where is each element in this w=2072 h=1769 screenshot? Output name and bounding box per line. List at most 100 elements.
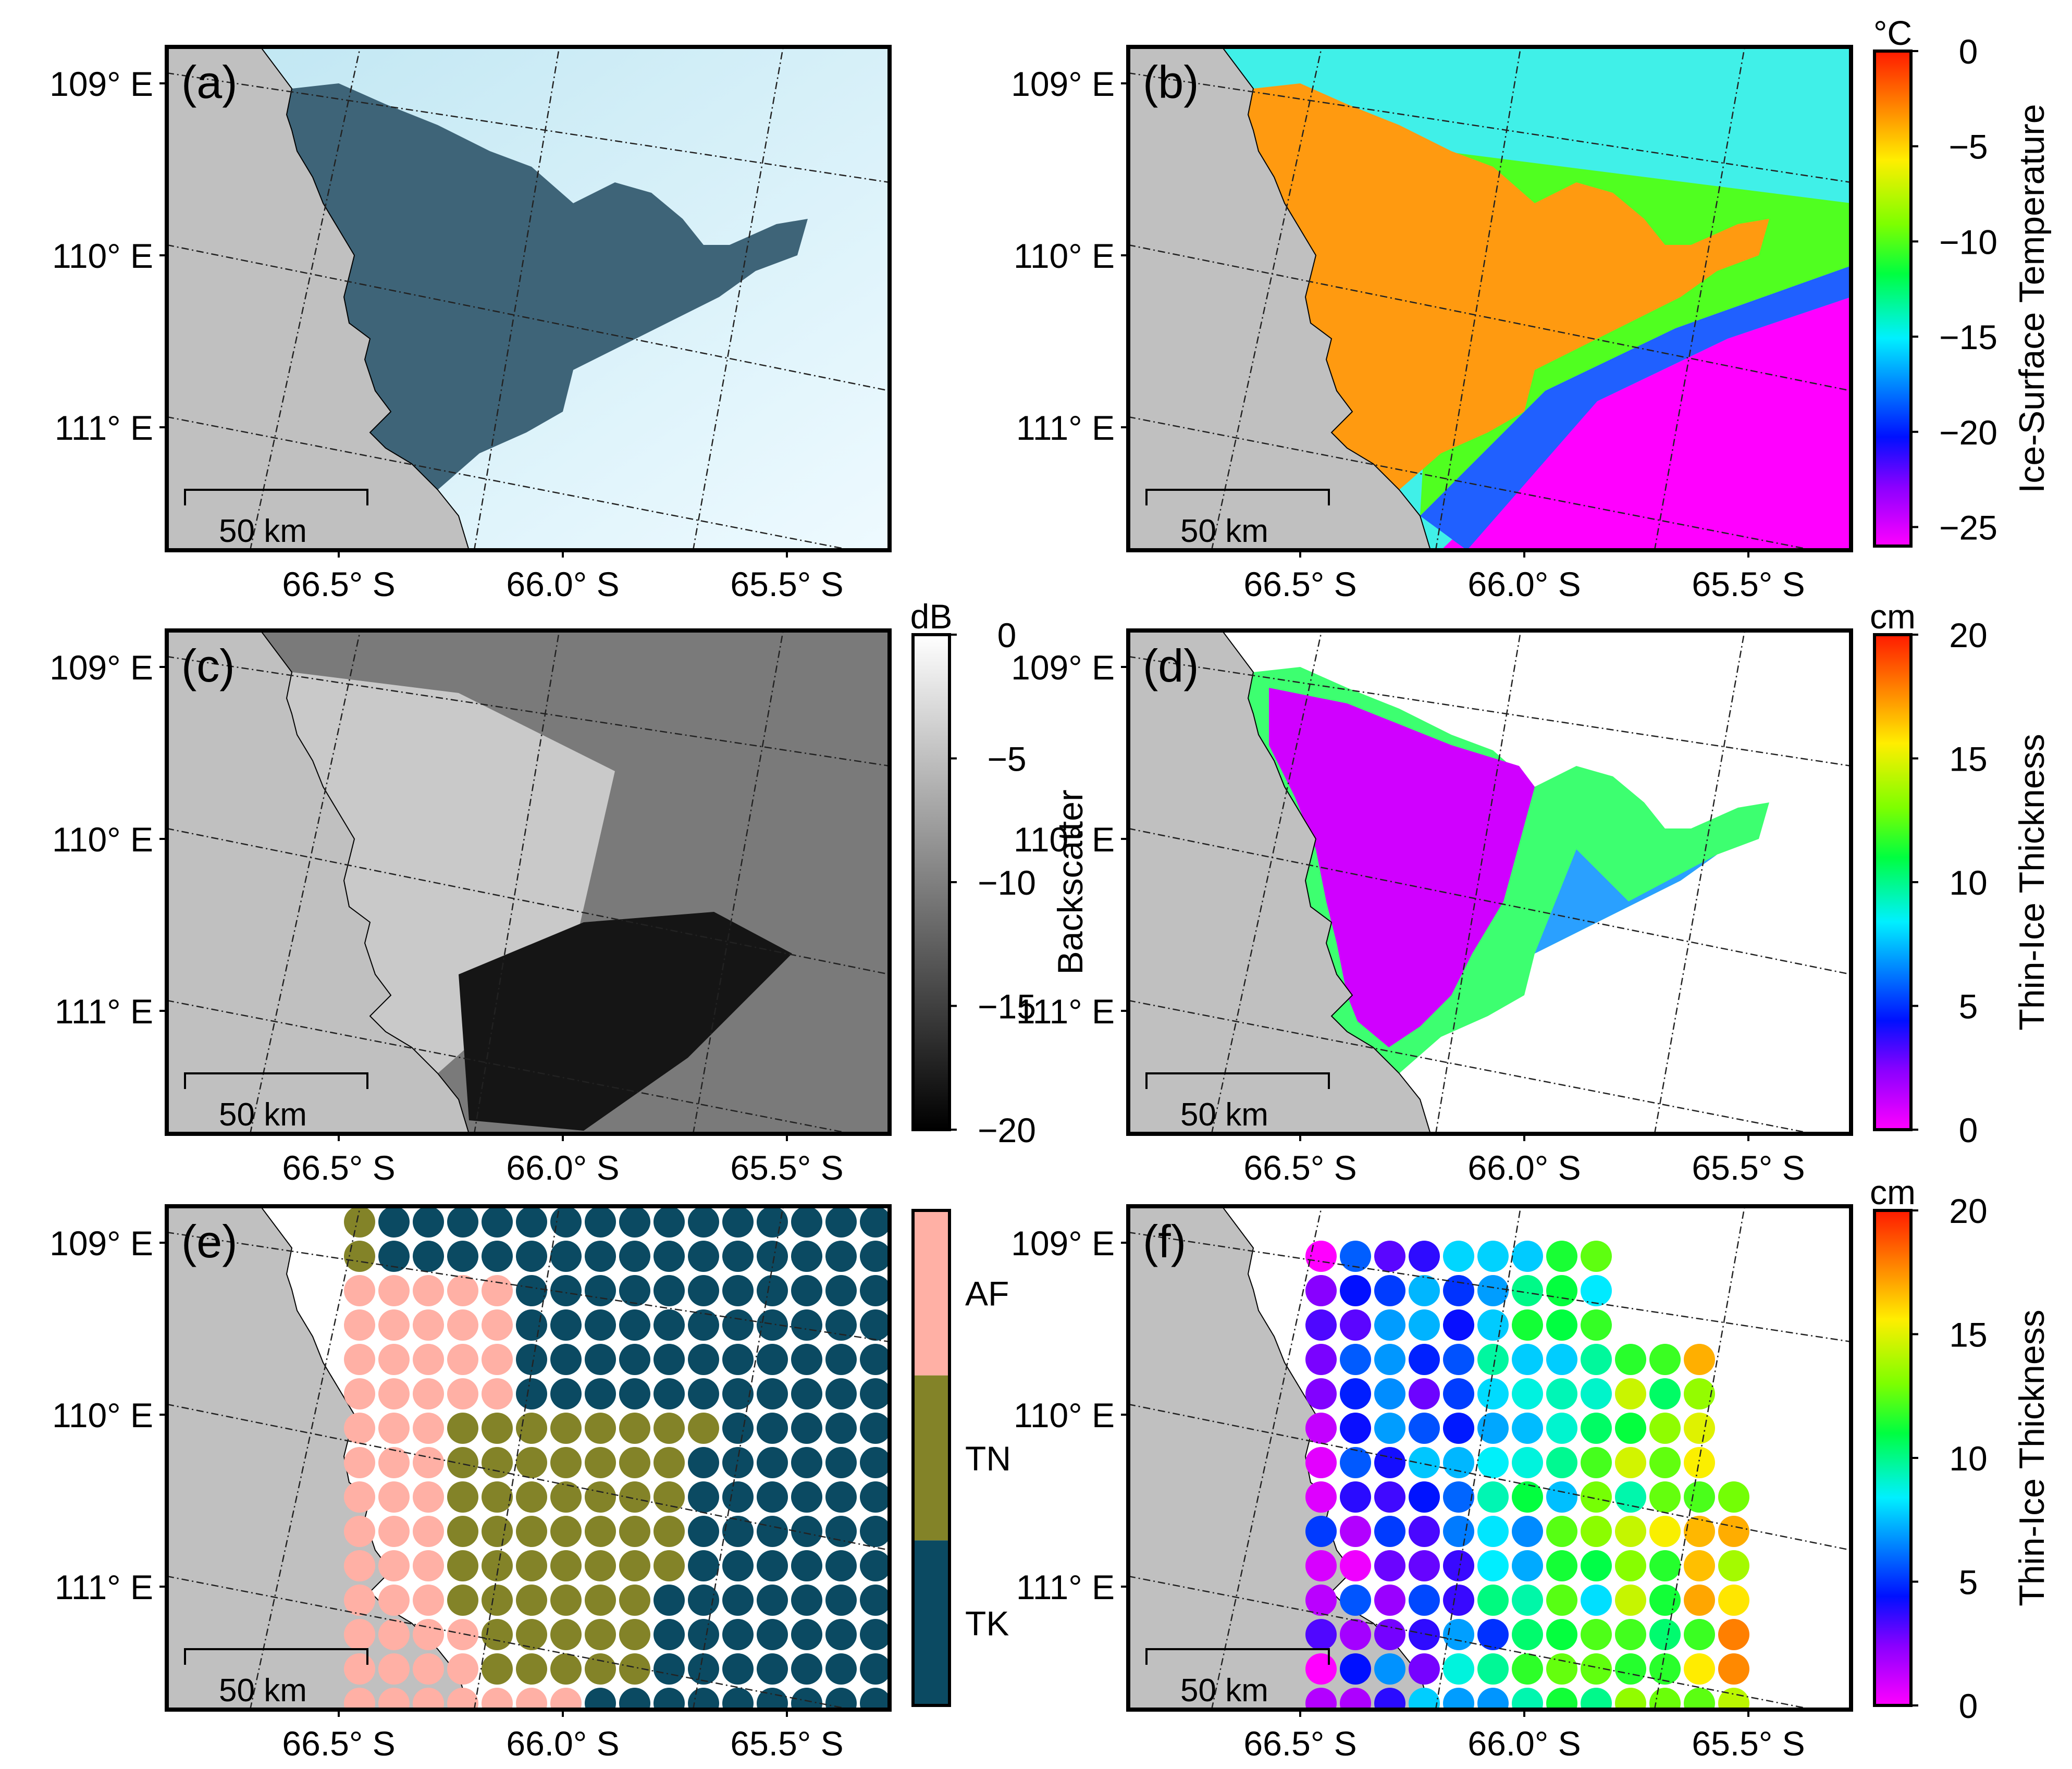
thickness-point (1581, 1688, 1612, 1710)
class-point (585, 1585, 616, 1616)
thickness-point (1374, 1309, 1405, 1341)
thickness-point (1477, 1241, 1509, 1272)
thickness-point (1477, 1619, 1509, 1650)
class-point (447, 1447, 478, 1478)
class-point (791, 1206, 822, 1238)
class-point (688, 1688, 719, 1710)
class-point (653, 1309, 685, 1341)
sample-points (344, 1206, 1063, 1710)
colorbar-tick-label: −20 (978, 1111, 1036, 1149)
class-point (825, 1344, 857, 1375)
thickness-point (1615, 1344, 1646, 1375)
graticule-line (249, 630, 361, 1134)
scale-bar-label: 50 km (219, 1673, 307, 1709)
class-point (825, 1413, 857, 1444)
thickness-point (1443, 1241, 1474, 1272)
thickness-point (1477, 1653, 1509, 1685)
thickness-point (1512, 1585, 1543, 1616)
panel-frame (165, 1204, 892, 1712)
class-point (447, 1550, 478, 1581)
class-point (378, 1550, 410, 1581)
x-tick-label: 66.5° S (282, 565, 395, 603)
class-point (688, 1653, 719, 1685)
class-legend-swatch (913, 1375, 949, 1541)
class-point (344, 1275, 375, 1306)
class-point (963, 1481, 994, 1513)
graticule-line (692, 1206, 784, 1710)
thickness-point (1340, 1653, 1371, 1685)
colorbar-title: Backscatter (1051, 789, 1090, 974)
thickness-point (1374, 1550, 1405, 1581)
class-point (482, 1619, 513, 1650)
x-tick-label: 65.5° S (1692, 1724, 1805, 1763)
x-tick-label: 65.5° S (1692, 565, 1805, 603)
class-point (413, 1688, 444, 1710)
y-tick-label: 109° E (50, 648, 153, 687)
class-point (619, 1309, 650, 1341)
thickness-point (1512, 1550, 1543, 1581)
thickness-point (1305, 1241, 1337, 1272)
panel-e: (e) 109° E 110° E 111° E 66.5° S 66.0° S 65.5°… (50, 1204, 1063, 1763)
colorbar-tick-label: −25 (1939, 508, 1997, 547)
thickness-point (1649, 1585, 1681, 1616)
class-point (963, 1309, 994, 1341)
scale-bar-label: 50 km (1180, 1673, 1268, 1709)
class-point (860, 1585, 890, 1616)
class-point (653, 1206, 685, 1238)
class-point (722, 1309, 754, 1341)
thickness-point (1649, 1619, 1681, 1650)
class-point (516, 1378, 547, 1409)
class-point (482, 1309, 513, 1341)
class-point (653, 1241, 685, 1272)
x-tick-label: 66.0° S (506, 1724, 619, 1763)
colorbar-tick-label: −10 (1939, 222, 1997, 261)
class-point (757, 1206, 788, 1238)
thickness-point (1512, 1309, 1543, 1341)
class-point (550, 1275, 582, 1306)
class-legend-label: AF (965, 1274, 1009, 1313)
class-point (1032, 1275, 1063, 1306)
class-point (447, 1516, 478, 1547)
y-tick-label: 109° E (1011, 648, 1115, 687)
class-point (482, 1550, 513, 1581)
scale-bar-label: 50 km (1180, 1097, 1268, 1133)
graticule-line (1128, 1231, 1851, 1343)
class-point (482, 1344, 513, 1375)
class-point (413, 1550, 444, 1581)
panel-label: (b) (1143, 56, 1199, 108)
class-point (860, 1447, 890, 1478)
class-point (516, 1275, 547, 1306)
thickness-point (1340, 1378, 1371, 1409)
class-point (722, 1447, 754, 1478)
class-point (344, 1413, 375, 1444)
thickness-point (1512, 1688, 1543, 1710)
thickness-point (1374, 1481, 1405, 1513)
class-point (963, 1653, 994, 1685)
class-point (482, 1688, 513, 1710)
class-point (825, 1653, 857, 1685)
class-point (550, 1241, 582, 1272)
class-point (516, 1516, 547, 1547)
class-point (1032, 1309, 1063, 1341)
class-point (997, 1653, 1029, 1685)
class-point (791, 1447, 822, 1478)
thickness-point (1305, 1481, 1337, 1513)
class-point (413, 1653, 444, 1685)
class-point (585, 1653, 616, 1685)
thickness-point (1649, 1550, 1681, 1581)
class-point (413, 1206, 444, 1238)
colorbar-tick-label: 10 (1949, 1439, 1987, 1478)
thickness-point (1684, 1481, 1715, 1513)
class-point (516, 1447, 547, 1478)
class-point (688, 1413, 719, 1444)
class-point (860, 1309, 890, 1341)
class-point (550, 1585, 582, 1616)
thickness-point (1409, 1275, 1440, 1306)
class-point (550, 1653, 582, 1685)
thickness-point (1374, 1653, 1405, 1685)
x-tick-label: 66.5° S (1243, 1148, 1356, 1187)
class-point (550, 1413, 582, 1444)
thickness-point (1718, 1653, 1749, 1685)
class-point (550, 1378, 582, 1409)
class-point (825, 1309, 857, 1341)
